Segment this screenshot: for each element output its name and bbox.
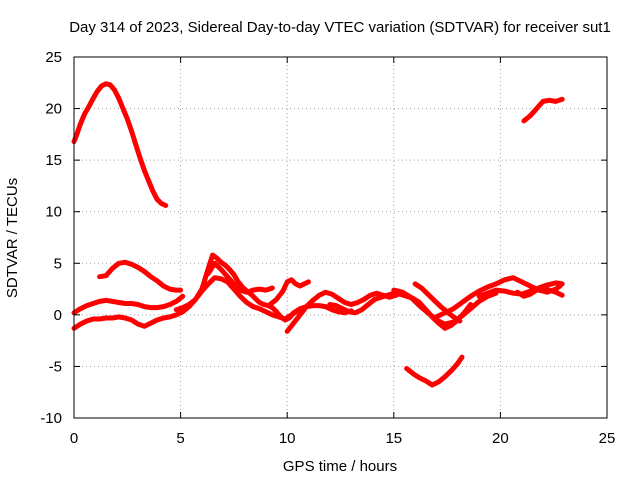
chart-ticks [73, 56, 608, 419]
series-arc-j [391, 287, 499, 327]
chart-series-group [71, 81, 565, 388]
x-tick-label: 10 [279, 430, 296, 447]
y-tick-label: 15 [45, 152, 62, 169]
y-tick-label: 10 [45, 204, 62, 221]
x-tick-label: 15 [385, 430, 402, 447]
series-arc-o [404, 354, 465, 388]
x-tick-label: 0 [70, 430, 78, 447]
plot-area-frame [73, 56, 608, 419]
series-arc-p [521, 96, 565, 124]
y-tick-label: 5 [54, 255, 62, 272]
series-arc-f [205, 260, 275, 295]
chart-grid [74, 57, 607, 418]
y-tick-label: 0 [54, 307, 62, 324]
x-tick-label: 5 [176, 430, 184, 447]
y-axis-label: SDTVAR / TECUs [4, 178, 21, 298]
series-arc-c [71, 293, 186, 316]
chart-tick-labels: 0 5 10 15 20 25 -10 -5 0 5 10 15 20 25 [40, 49, 615, 447]
series-arc-a [71, 81, 169, 208]
x-axis-label: GPS time / hours [283, 458, 397, 475]
y-tick-label: -5 [49, 358, 62, 375]
series-arc-b [97, 259, 184, 293]
series-arc-l [433, 275, 563, 320]
series-arc-k [412, 281, 463, 324]
x-tick-label: 25 [599, 430, 616, 447]
y-tick-label: -10 [40, 410, 62, 427]
series-arc-g [267, 277, 311, 307]
y-tick-label: 20 [45, 101, 62, 118]
chart-title: Day 314 of 2023, Sidereal Day-to-day VTE… [69, 19, 611, 36]
y-tick-label: 25 [45, 49, 62, 66]
series-arc-e [173, 252, 354, 323]
series-arc-n [515, 285, 565, 299]
x-tick-label: 20 [492, 430, 509, 447]
